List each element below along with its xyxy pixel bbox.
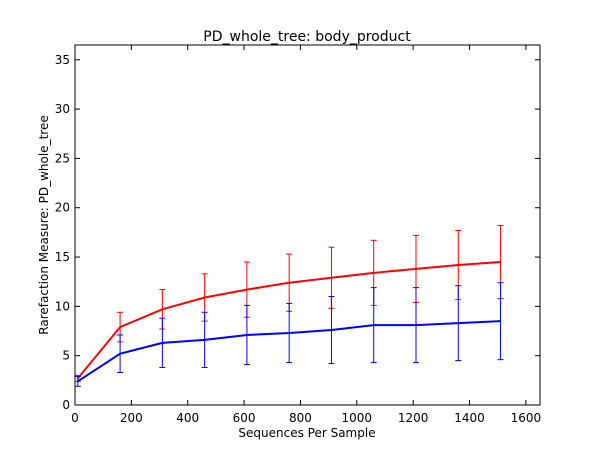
x-tick-label: 600 — [233, 411, 256, 425]
y-tick-label: 5 — [62, 349, 70, 363]
y-tick-label: 10 — [55, 299, 70, 313]
y-tick-label: 25 — [55, 151, 70, 165]
x-tick-label: 1000 — [342, 411, 373, 425]
x-tick-label: 200 — [120, 411, 143, 425]
x-tick-label: 1600 — [511, 411, 542, 425]
chart-title: PD_whole_tree: body_product — [203, 29, 411, 45]
y-tick-label: 35 — [55, 53, 70, 67]
x-tick-label: 800 — [289, 411, 312, 425]
x-tick-label: 0 — [71, 411, 79, 425]
y-tick-label: 20 — [55, 201, 70, 215]
y-axis-label: Rarefaction Measure: PD_whole_tree — [37, 115, 51, 334]
plot-area — [75, 45, 540, 405]
x-tick-label: 400 — [176, 411, 199, 425]
x-tick-label: 1400 — [454, 411, 485, 425]
y-tick-label: 30 — [55, 102, 70, 116]
y-tick-label: 15 — [55, 250, 70, 264]
y-tick-label: 0 — [62, 398, 70, 412]
plot-background — [75, 45, 540, 405]
x-axis-label: Sequences Per Sample — [238, 426, 375, 440]
x-tick-label: 1200 — [398, 411, 429, 425]
